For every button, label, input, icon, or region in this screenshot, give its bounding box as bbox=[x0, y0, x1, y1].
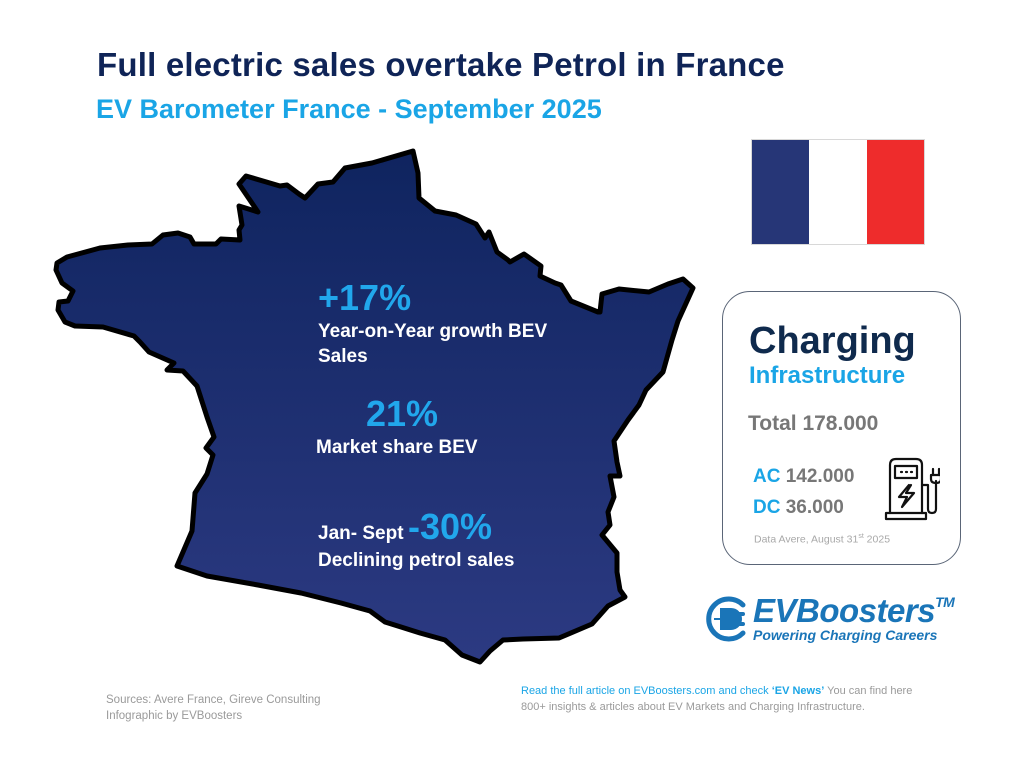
cta-line-2: 800+ insights & articles about EV Market… bbox=[521, 701, 865, 713]
footer-cta: Read the full article on EVBoosters.com … bbox=[521, 683, 912, 715]
stat-bev-growth-label: Year-on-Year growth BEV bbox=[318, 321, 548, 342]
credit-line: Infographic by EVBoosters bbox=[106, 710, 243, 722]
ac-label: AC bbox=[753, 466, 781, 487]
cta-rest: You can find here bbox=[824, 685, 913, 697]
card-subtitle: Infrastructure bbox=[749, 362, 906, 389]
read-article-link[interactable]: Read the full article on EVBoosters.com … bbox=[521, 685, 772, 697]
france-flag bbox=[751, 139, 925, 245]
ac-value: 142.000 bbox=[785, 466, 855, 487]
dc-label: DC bbox=[753, 497, 781, 518]
dc-value: 36.000 bbox=[785, 497, 844, 518]
ac-chargers: AC 142.000 bbox=[753, 466, 854, 488]
stat-market-share: 21% Market share BEV bbox=[316, 393, 478, 460]
stat-bev-growth: +17% Year-on-Year growth BEV Sales bbox=[318, 277, 547, 369]
logo-name: EVBoosters bbox=[753, 592, 936, 629]
stat-market-share-label: Market share BEV bbox=[316, 437, 478, 458]
charging-infrastructure-card: Charging Infrastructure Total 178.000 AC… bbox=[722, 291, 961, 565]
sources-line: Sources: Avere France, Gireve Consulting bbox=[106, 694, 321, 706]
stat-petrol-decline-value: -30% bbox=[407, 506, 493, 547]
plug-icon bbox=[706, 596, 746, 642]
flag-white-stripe bbox=[809, 140, 867, 244]
total-value: 178.000 bbox=[802, 412, 879, 435]
flag-blue-stripe bbox=[752, 140, 810, 244]
ev-news-link[interactable]: ‘EV News’ bbox=[771, 685, 825, 697]
total-label: Total bbox=[748, 412, 797, 435]
logo-tagline: Powering Charging Careers bbox=[753, 627, 938, 643]
stat-petrol-decline: Jan- Sept -30% Declining petrol sales bbox=[318, 506, 514, 573]
dc-chargers: DC 36.000 bbox=[753, 497, 844, 519]
total-chargers: Total 178.000 bbox=[748, 412, 878, 436]
page-subtitle: EV Barometer France - September 2025 bbox=[96, 94, 602, 124]
evboosters-logo: EVBoostersTM Powering Charging Careers bbox=[705, 592, 975, 646]
flag-red-stripe bbox=[866, 140, 924, 244]
stat-petrol-decline-label: Declining petrol sales bbox=[318, 550, 515, 571]
stat-petrol-decline-period: Jan- Sept bbox=[318, 523, 404, 544]
stat-market-share-value: 21% bbox=[366, 393, 439, 434]
ev-charger-icon bbox=[884, 457, 940, 521]
page-title: Full electric sales overtake Petrol in F… bbox=[97, 46, 785, 83]
stat-bev-growth-label-2: Sales bbox=[318, 346, 368, 367]
france-outline bbox=[53, 148, 696, 665]
sources-text: Sources: Avere France, Gireve Consulting… bbox=[106, 692, 321, 724]
data-source-note: Data Avere, August 31st 2025 bbox=[754, 533, 891, 546]
stat-bev-growth-value: +17% bbox=[318, 277, 412, 318]
card-title: Charging bbox=[749, 320, 916, 362]
logo-trademark: TM bbox=[935, 594, 955, 610]
